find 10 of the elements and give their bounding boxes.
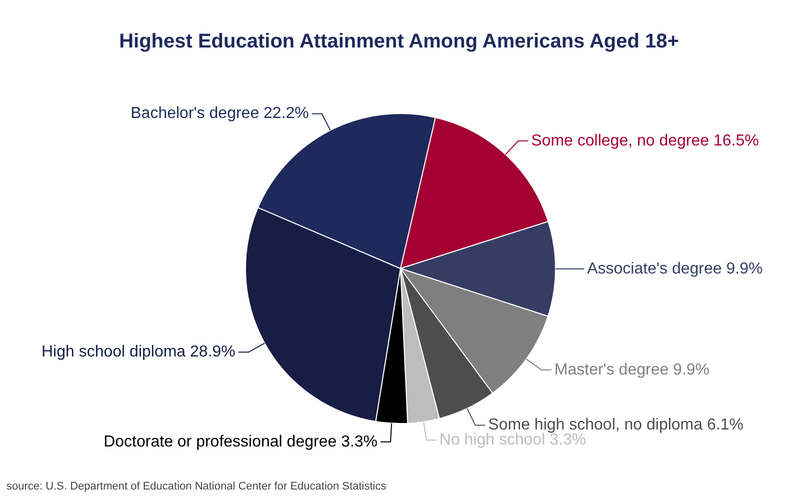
slice-label: High school diploma 28.9% bbox=[41, 344, 236, 361]
slice-label: Some high school, no diploma 6.1% bbox=[488, 416, 744, 434]
slice-label: Associate's degree 9.9% bbox=[587, 260, 763, 278]
slice-label: Bachelor's degree 22.2% bbox=[130, 105, 309, 122]
slice-label: Some college, no degree 16.5% bbox=[531, 132, 759, 150]
slice-label: Master's degree 9.9% bbox=[554, 361, 710, 378]
source-note: source: U.S. Department of Education National Center for Education Statistics bbox=[6, 480, 387, 492]
slice-label: No high school 3.3% bbox=[439, 432, 586, 449]
slice-label: Doctorate or professional degree 3.3% bbox=[104, 433, 378, 450]
chart-title: Highest Education Attainment Among Americans Aged 18+ bbox=[119, 30, 679, 52]
